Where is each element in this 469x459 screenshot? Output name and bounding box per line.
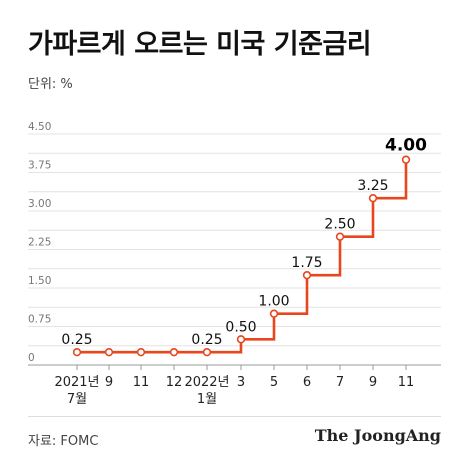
data-label: 3.25 [357,178,388,194]
source-note: 자료: FOMC [28,434,99,449]
x-tick-label: 1월 [197,392,217,407]
chart-title: 가파르게 오르는 미국 기준금리 [28,29,372,60]
data-label: 0.50 [225,319,256,335]
data-point [302,270,312,280]
y-tick-label: 3.00 [28,198,51,210]
y-tick-label: 1.50 [28,275,51,287]
y-tick-label: 0 [28,352,35,364]
x-tick-label: 2022년 [184,375,229,390]
y-tick-label: 4.50 [28,121,51,133]
x-tick-label: 2021년 [54,375,99,390]
data-point [72,347,82,357]
data-label: 0.25 [191,332,222,348]
x-tick-label: 11 [398,375,415,390]
x-tick-label: 6 [303,375,311,390]
x-tick-label: 3 [237,375,245,390]
footer-divider [28,416,441,417]
data-label: 1.00 [258,294,289,310]
data-point [169,347,179,357]
data-point [269,309,279,318]
data-label: 1.75 [291,255,322,271]
x-axis-ticks: 2021년 7월 9 11 12 2022년 1월 3 5 6 7 9 11 [54,365,414,407]
x-tick-label: 9 [105,375,113,390]
x-tick-label: 7월 [67,392,87,407]
grid [28,133,441,366]
y-tick-label: 0.75 [28,314,51,326]
rate-chart: 0 0.75 1.50 2.25 3.00 3.75 4.50 2021년 7월 9 11 12 20… [28,121,441,407]
data-label: 2.50 [324,217,355,233]
data-label: 0.25 [61,332,92,348]
data-point [202,347,212,357]
x-tick-label: 11 [133,375,150,390]
unit-label: 단위: % [28,77,73,92]
x-tick-label: 12 [166,375,183,390]
x-tick-label: 7 [336,375,344,390]
y-axis-ticks: 0 0.75 1.50 2.25 3.00 3.75 4.50 [28,121,51,364]
data-point [104,347,114,357]
publisher-logo: The JoongAng [314,426,441,445]
series-points [72,155,411,357]
data-point [236,335,246,344]
y-tick-label: 2.25 [28,237,51,249]
data-point [368,193,378,203]
data-point [136,347,146,357]
data-point [335,232,345,241]
y-tick-label: 3.75 [28,160,51,172]
data-point [401,155,411,164]
data-label: 4.00 [385,136,427,156]
x-tick-label: 5 [270,375,278,390]
x-tick-label: 9 [369,375,377,390]
data-labels: 0.25 0.250.501.001.752.503.254.00 [61,136,427,348]
